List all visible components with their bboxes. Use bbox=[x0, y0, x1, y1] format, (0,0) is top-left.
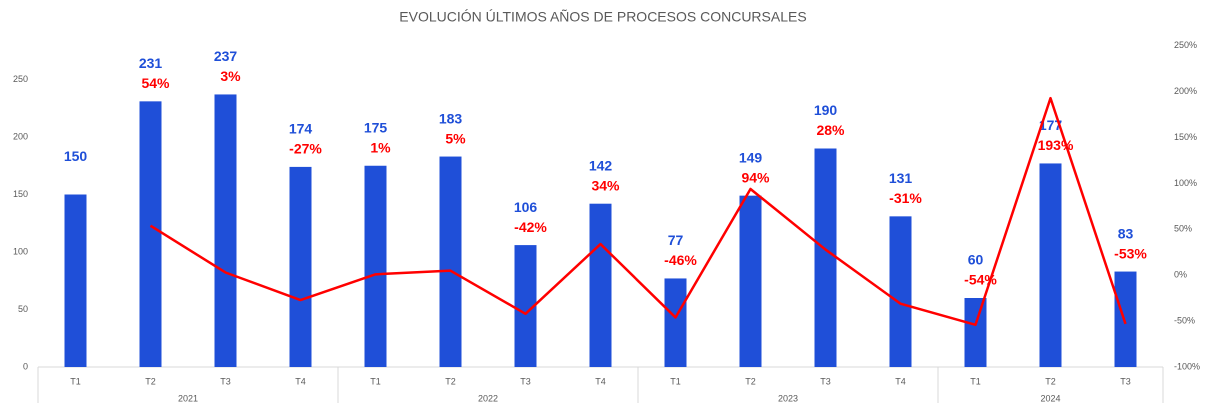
y2-tick-label: 0% bbox=[1174, 270, 1187, 280]
y-tick-label: 200 bbox=[13, 131, 28, 141]
x-tick-label: T2 bbox=[1045, 376, 1056, 386]
y2-tick-label: 250% bbox=[1174, 40, 1197, 50]
line-value-label: -46% bbox=[664, 252, 697, 268]
bar-label: 174 bbox=[289, 121, 313, 137]
bar bbox=[589, 203, 612, 367]
bar bbox=[1114, 271, 1137, 367]
bar-label: 142 bbox=[589, 157, 613, 173]
bar-label: 175 bbox=[364, 119, 388, 135]
line-value-label: 3% bbox=[220, 68, 241, 84]
line-value-label: 54% bbox=[141, 75, 170, 91]
x-tick-label: T2 bbox=[745, 376, 756, 386]
bar-label: 150 bbox=[64, 148, 88, 164]
bar bbox=[889, 216, 912, 367]
x-tick-label: T3 bbox=[1120, 376, 1131, 386]
line-value-label: -54% bbox=[964, 272, 997, 288]
line-value-label: 1% bbox=[370, 139, 391, 155]
bar-label: 149 bbox=[739, 149, 763, 165]
y2-tick-label: -50% bbox=[1174, 315, 1195, 325]
y-tick-label: 100 bbox=[13, 246, 28, 256]
y-tick-label: 250 bbox=[13, 74, 28, 84]
x-tick-label: T1 bbox=[670, 376, 681, 386]
x-tick-label: T2 bbox=[445, 376, 456, 386]
x-tick-label: T2 bbox=[145, 376, 156, 386]
bar bbox=[514, 245, 537, 367]
x-tick-label: T3 bbox=[220, 376, 231, 386]
bar bbox=[364, 165, 387, 367]
bar bbox=[814, 148, 837, 367]
line-value-label: -27% bbox=[289, 141, 322, 157]
bar-label: 83 bbox=[1118, 225, 1134, 241]
x-tick-label: T1 bbox=[70, 376, 81, 386]
x-group-label: 2024 bbox=[1040, 393, 1060, 403]
bar-label: 77 bbox=[668, 232, 684, 248]
bar bbox=[964, 298, 987, 367]
bar bbox=[289, 166, 312, 367]
bar-label: 183 bbox=[439, 110, 463, 126]
bar-label: 190 bbox=[814, 102, 838, 118]
bar bbox=[139, 101, 162, 367]
line-value-label: -53% bbox=[1114, 245, 1147, 261]
x-group-label: 2021 bbox=[178, 393, 198, 403]
y-tick-label: 0 bbox=[23, 361, 28, 371]
bar-label: 106 bbox=[514, 199, 538, 215]
line-value-label: 28% bbox=[816, 122, 845, 138]
x-tick-label: T3 bbox=[820, 376, 831, 386]
line-value-label: 34% bbox=[591, 177, 620, 193]
y2-tick-label: 150% bbox=[1174, 132, 1197, 142]
line-value-label: -42% bbox=[514, 219, 547, 235]
bar bbox=[64, 194, 87, 367]
y-tick-label: 150 bbox=[13, 189, 28, 199]
line-value-label: 94% bbox=[741, 169, 770, 185]
bar-label: 60 bbox=[968, 252, 984, 268]
y2-tick-label: -100% bbox=[1174, 361, 1200, 371]
bar bbox=[1039, 163, 1062, 367]
x-tick-label: T1 bbox=[370, 376, 381, 386]
y2-tick-label: 50% bbox=[1174, 224, 1192, 234]
bar bbox=[739, 195, 762, 367]
x-group-label: 2022 bbox=[478, 393, 498, 403]
bar bbox=[439, 156, 462, 367]
x-tick-label: T4 bbox=[895, 376, 906, 386]
bar-label: 231 bbox=[139, 55, 163, 71]
x-tick-label: T4 bbox=[595, 376, 606, 386]
line-value-label: 5% bbox=[445, 130, 466, 146]
y-tick-label: 50 bbox=[18, 304, 28, 314]
line-value-label: -31% bbox=[889, 190, 922, 206]
x-tick-label: T1 bbox=[970, 376, 981, 386]
bar-label: 237 bbox=[214, 48, 238, 64]
y2-tick-label: 100% bbox=[1174, 178, 1197, 188]
x-tick-label: T3 bbox=[520, 376, 531, 386]
bar-label: 131 bbox=[889, 170, 913, 186]
line bbox=[149, 96, 1127, 327]
bar bbox=[214, 94, 237, 367]
x-tick-label: T4 bbox=[295, 376, 306, 386]
bar bbox=[664, 278, 687, 367]
x-group-label: 2023 bbox=[778, 393, 798, 403]
y2-tick-label: 200% bbox=[1174, 86, 1197, 96]
chart-title: EVOLUCIÓN ÚLTIMOS AÑOS DE PROCESOS CONCU… bbox=[399, 9, 806, 25]
bar-label: 177 bbox=[1039, 117, 1063, 133]
line-value-label: 193% bbox=[1038, 137, 1074, 153]
